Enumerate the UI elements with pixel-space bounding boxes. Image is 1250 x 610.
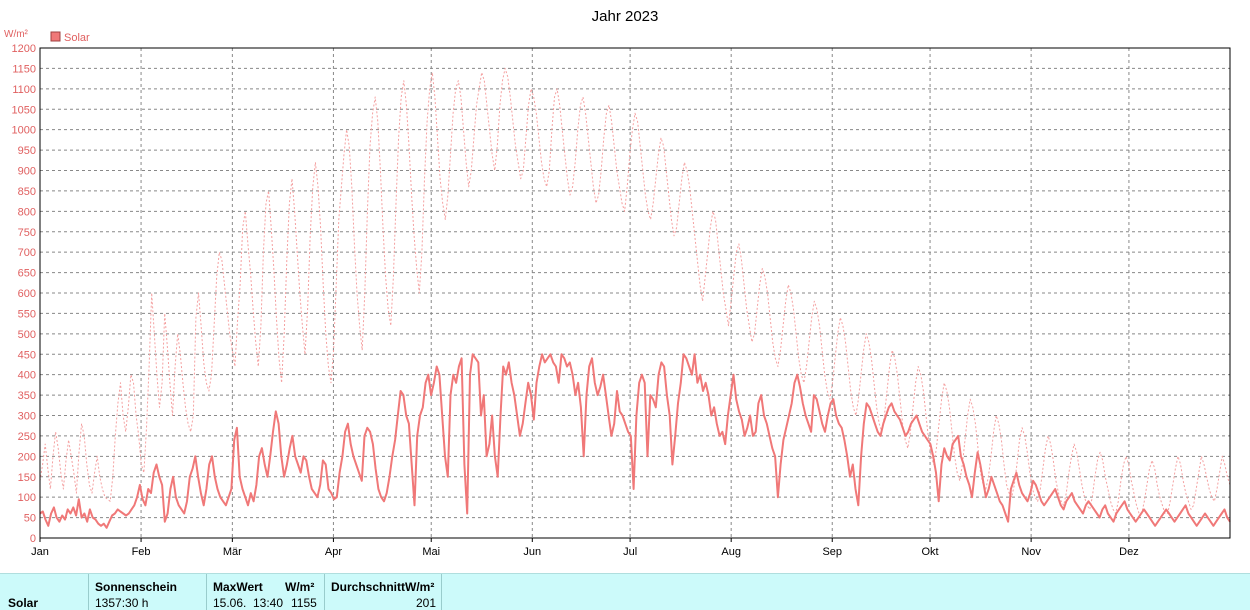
y-tick-label: 1050 xyxy=(12,104,36,116)
solar-chart: Jahr 2023 W/m² Solar 0 50 100 150 200 250 300 3… xyxy=(4,8,1231,558)
y-tick-label: 600 xyxy=(18,288,36,300)
summary-panel: Solar Sonnenschein 1357:30 h MaxWert W/m… xyxy=(0,573,1250,610)
row-label: Solar xyxy=(8,596,39,610)
maxwert-date: 15.06. xyxy=(213,596,247,610)
maxwert-label: MaxWert xyxy=(213,580,263,594)
series-line-solar xyxy=(39,353,1231,529)
sonnenschein-value: 1357:30 h xyxy=(95,596,149,610)
y-tick-label: 1150 xyxy=(12,63,36,75)
y-tick-label: 1100 xyxy=(12,84,36,96)
x-tick-label: Apr xyxy=(325,546,342,558)
sonnenschein-label: Sonnenschein xyxy=(95,580,178,594)
sonnenschein-cell: Sonnenschein 1357:30 h xyxy=(88,574,207,610)
y-tick-label: 850 xyxy=(18,186,36,198)
x-tick-label: Dez xyxy=(1119,546,1139,558)
legend-label: Solar xyxy=(64,32,90,44)
legend-swatch xyxy=(50,31,61,42)
x-tick-label: Feb xyxy=(132,546,151,558)
y-tick-label: 350 xyxy=(18,390,36,402)
y-tick-label: 750 xyxy=(18,227,36,239)
y-tick-label: 700 xyxy=(18,247,36,259)
plot-frame xyxy=(39,47,1231,539)
series-lines xyxy=(39,67,1231,529)
y-tick-label: 50 xyxy=(24,513,36,525)
x-tick-label: Sep xyxy=(822,546,842,558)
maxwert-cell: MaxWert W/m² 15.06. 13:40 1155 xyxy=(206,574,325,610)
y-axis-unit: W/m² xyxy=(4,29,29,40)
maxwert-time: 13:40 xyxy=(253,596,284,610)
durchschnitt-value: 201 xyxy=(416,596,437,610)
y-tick-label: 1000 xyxy=(12,125,36,137)
x-tick-label: Mai xyxy=(422,546,440,558)
y-tick-label: 250 xyxy=(18,431,36,443)
x-tick-label: Aug xyxy=(721,546,741,558)
x-tick-label: Mär xyxy=(223,546,242,558)
x-tick-label: Jul xyxy=(623,546,637,558)
durchschnitt-cell: Durchschnitt W/m² 201 xyxy=(324,574,442,610)
y-tick-label: 450 xyxy=(18,349,36,361)
x-tick-label: Okt xyxy=(921,546,938,558)
y-tick-label: 800 xyxy=(18,206,36,218)
y-tick-label: 0 xyxy=(30,533,36,545)
y-tick-label: 400 xyxy=(18,370,36,382)
y-tick-label: 1200 xyxy=(12,43,36,55)
durchschnitt-unit: W/m² xyxy=(405,580,435,594)
y-tick-label: 550 xyxy=(18,308,36,320)
y-axis-ticks: 0 50 100 150 200 250 300 350 400 450 500 550 600 650 7… xyxy=(12,43,36,545)
maxwert-value: 1155 xyxy=(291,596,317,610)
y-tick-label: 300 xyxy=(18,411,36,423)
grid xyxy=(40,48,1230,538)
y-tick-label: 950 xyxy=(18,145,36,157)
durchschnitt-label: Durchschnitt xyxy=(331,580,406,594)
y-tick-label: 200 xyxy=(18,451,36,463)
y-tick-label: 900 xyxy=(18,166,36,178)
legend: Solar xyxy=(50,31,90,44)
y-tick-label: 150 xyxy=(18,472,36,484)
x-tick-label: Nov xyxy=(1021,546,1041,558)
x-tick-label: Jan xyxy=(31,546,49,558)
y-tick-label: 500 xyxy=(18,329,36,341)
x-axis-ticks: Jan Feb Mär Apr Mai Jun Jul Aug Sep Okt Nov Dez xyxy=(31,538,1139,558)
y-tick-label: 650 xyxy=(18,268,36,280)
chart-title: Jahr 2023 xyxy=(592,8,659,25)
y-tick-label: 100 xyxy=(18,492,36,504)
x-tick-label: Jun xyxy=(523,546,541,558)
maxwert-unit: W/m² xyxy=(285,580,315,594)
